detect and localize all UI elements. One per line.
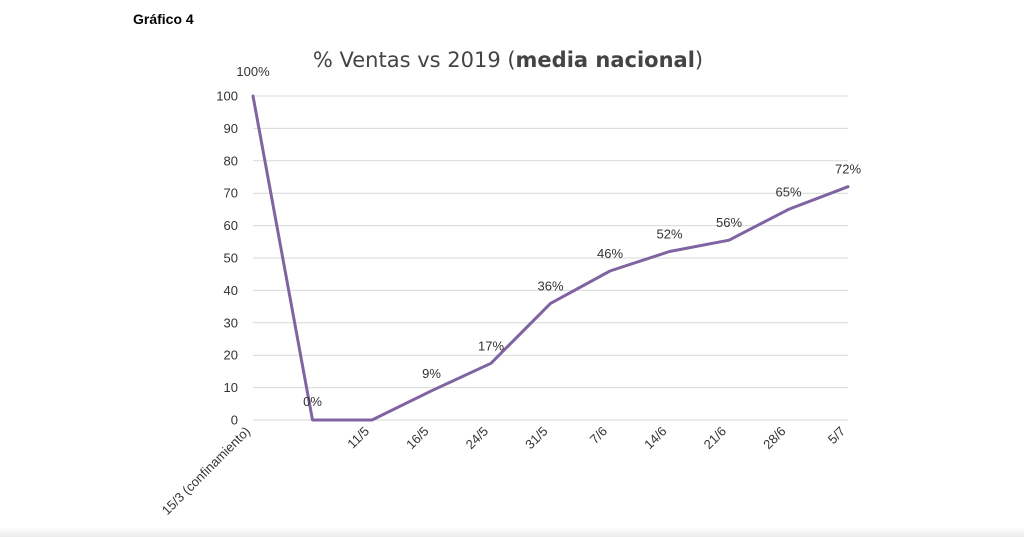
data-label: 17% <box>478 338 504 353</box>
y-tick-label: 0 <box>231 413 238 428</box>
y-tick-label: 100 <box>216 89 238 104</box>
x-tick-label: 16/5 <box>403 424 432 453</box>
data-label: 36% <box>537 278 563 293</box>
series-line-group <box>251 94 850 422</box>
data-label: 46% <box>597 246 623 261</box>
x-axis: 15/3 (confinamiento) 11/5 16/5 24/5 31/5 7/6 1… <box>159 424 848 518</box>
y-axis: 0 10 20 30 40 50 60 70 80 90 100 <box>216 89 238 428</box>
x-tick-label: 24/5 <box>463 424 492 453</box>
x-tick-label: 11/5 <box>344 424 372 452</box>
data-label: 9% <box>422 366 441 381</box>
figure-label: Gráfico 4 <box>133 11 194 27</box>
data-label: 0% <box>303 394 322 409</box>
y-tick-label: 60 <box>224 218 238 233</box>
data-label: 65% <box>775 184 801 199</box>
x-tick-label: 7/6 <box>587 424 610 447</box>
x-tick-label: 28/6 <box>760 424 789 453</box>
x-tick-label: 5/7 <box>825 424 848 447</box>
y-tick-label: 10 <box>224 380 238 395</box>
y-tick-label: 30 <box>224 315 238 330</box>
chart-title: % Ventas vs 2019 (media nacional) <box>313 48 703 72</box>
series-line <box>251 94 850 422</box>
data-label: 72% <box>835 162 861 177</box>
chart-title-part1: % Ventas vs 2019 ( <box>313 48 516 72</box>
gridlines <box>253 95 848 421</box>
y-tick-label: 90 <box>224 121 238 136</box>
y-tick-label: 70 <box>224 186 238 201</box>
data-label: 56% <box>716 215 742 230</box>
chart-title-part2: media nacional <box>516 48 695 72</box>
data-label: 52% <box>656 227 682 242</box>
y-tick-label: 20 <box>224 348 238 363</box>
x-tick-label: 21/6 <box>701 424 730 453</box>
x-tick-label: 14/6 <box>641 424 670 453</box>
chart-title-part3: ) <box>695 48 703 72</box>
y-tick-label: 40 <box>224 283 238 298</box>
x-tick-label: 15/3 (confinamiento) <box>159 424 253 518</box>
y-tick-label: 80 <box>224 153 238 168</box>
y-tick-label: 50 <box>224 251 238 266</box>
bottom-shadow <box>0 527 1024 537</box>
x-tick-label: 31/5 <box>522 424 551 453</box>
data-labels: 100% 0% 9% 17% 36% 46% 52% 56% 65% 72% <box>236 64 861 409</box>
data-label: 100% <box>236 64 270 79</box>
